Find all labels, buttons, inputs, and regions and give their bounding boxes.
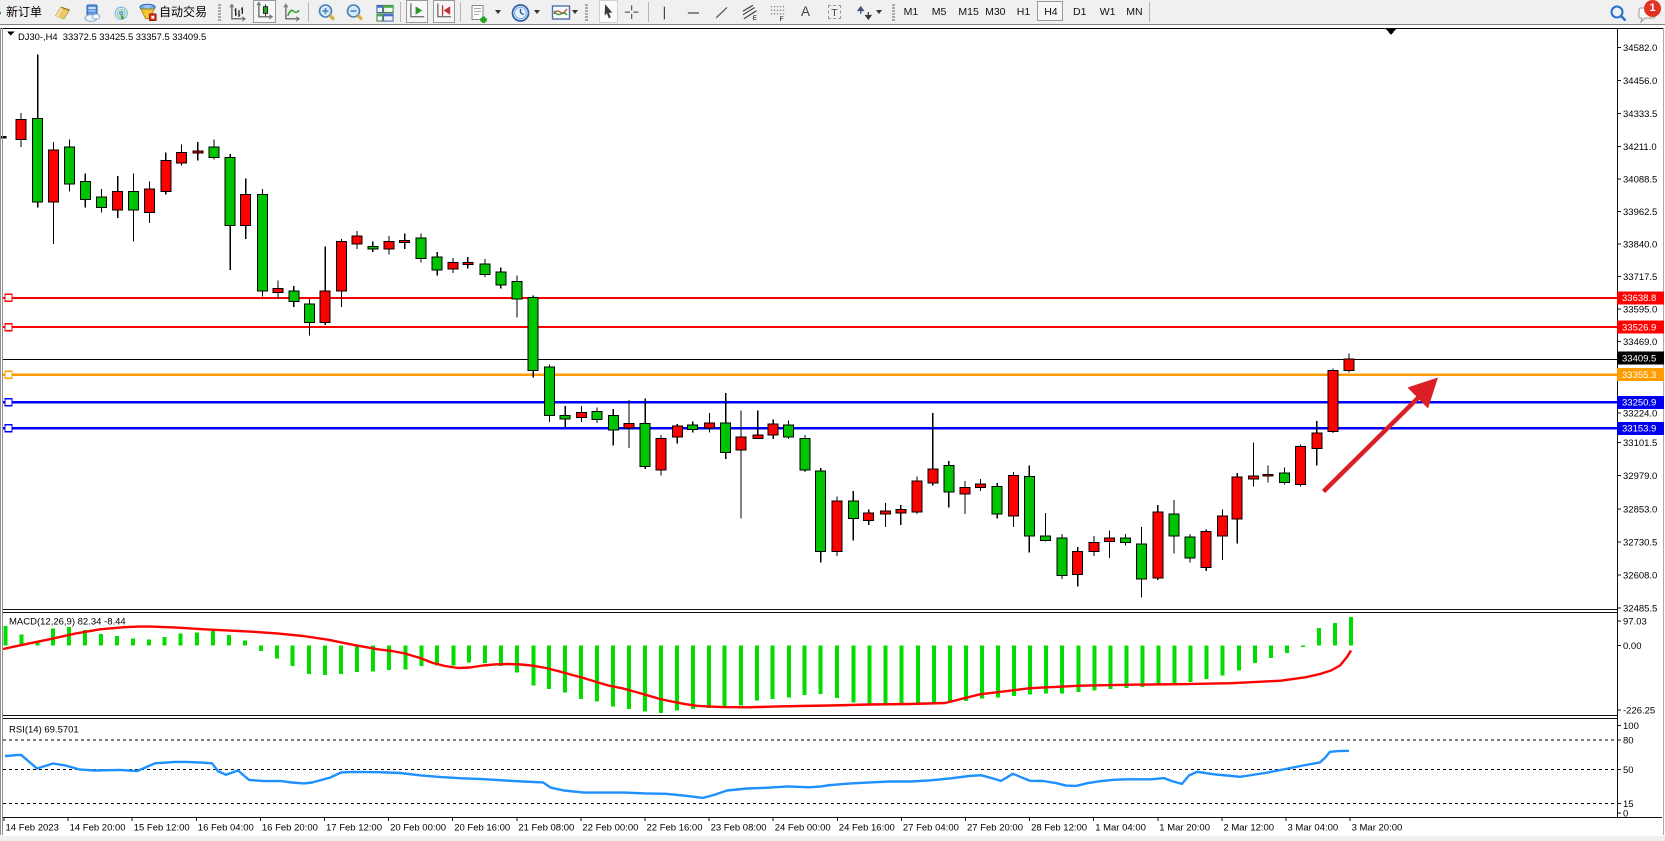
svg-text:15: 15	[1623, 799, 1634, 810]
svg-text:3 Mar 20:00: 3 Mar 20:00	[1352, 823, 1403, 834]
svg-text:34211.0: 34211.0	[1623, 142, 1657, 153]
svg-text:100: 100	[1623, 721, 1639, 732]
svg-text:33717.5: 33717.5	[1623, 272, 1657, 283]
svg-text:22 Feb 16:00: 22 Feb 16:00	[647, 823, 703, 834]
svg-text:34456.0: 34456.0	[1623, 76, 1657, 87]
svg-text:27 Feb 20:00: 27 Feb 20:00	[967, 823, 1023, 834]
svg-text:3 Mar 04:00: 3 Mar 04:00	[1288, 823, 1339, 834]
svg-text:97.03: 97.03	[1623, 616, 1647, 627]
svg-text:1 Mar 04:00: 1 Mar 04:00	[1095, 823, 1146, 834]
svg-text:20 Feb 00:00: 20 Feb 00:00	[390, 823, 446, 834]
svg-text:-226.25: -226.25	[1623, 705, 1655, 716]
svg-text:17 Feb 12:00: 17 Feb 12:00	[326, 823, 382, 834]
svg-text:32608.0: 32608.0	[1623, 570, 1657, 581]
svg-text:27 Feb 04:00: 27 Feb 04:00	[903, 823, 959, 834]
svg-text:22 Feb 00:00: 22 Feb 00:00	[582, 823, 638, 834]
svg-text:24 Feb 16:00: 24 Feb 16:00	[839, 823, 895, 834]
svg-text:32485.5: 32485.5	[1623, 603, 1657, 614]
svg-text:33469.0: 33469.0	[1623, 337, 1657, 348]
svg-text:33355.3: 33355.3	[1622, 370, 1656, 381]
svg-text:DJ30-,H4 33372.5 33425.5 3335: DJ30-,H4 33372.5 33425.5 33357.5 33409.5	[18, 31, 206, 42]
svg-text:15 Feb 12:00: 15 Feb 12:00	[134, 823, 190, 834]
svg-text:50: 50	[1623, 765, 1634, 776]
svg-text:20 Feb 16:00: 20 Feb 16:00	[454, 823, 510, 834]
svg-text:0.00: 0.00	[1623, 641, 1642, 652]
svg-text:F: F	[779, 16, 783, 23]
svg-text:34582.0: 34582.0	[1623, 43, 1657, 54]
svg-text:28 Feb 12:00: 28 Feb 12:00	[1031, 823, 1087, 834]
svg-text:33409.5: 33409.5	[1622, 353, 1656, 364]
svg-text:33224.0: 33224.0	[1623, 408, 1657, 419]
svg-text:34088.5: 34088.5	[1623, 174, 1657, 185]
svg-text:33638.8: 33638.8	[1622, 293, 1656, 304]
svg-text:21 Feb 08:00: 21 Feb 08:00	[518, 823, 574, 834]
svg-text:0: 0	[1623, 808, 1628, 819]
svg-text:33595.0: 33595.0	[1623, 304, 1657, 315]
svg-text:23 Feb 08:00: 23 Feb 08:00	[711, 823, 767, 834]
svg-text:80: 80	[1623, 735, 1634, 746]
svg-text:32979.0: 32979.0	[1623, 471, 1657, 482]
svg-text:32853.0: 32853.0	[1623, 504, 1657, 515]
svg-text:33962.5: 33962.5	[1623, 207, 1657, 218]
svg-text:2 Mar 12:00: 2 Mar 12:00	[1223, 823, 1274, 834]
svg-text:24 Feb 00:00: 24 Feb 00:00	[775, 823, 831, 834]
svg-text:14 Feb 20:00: 14 Feb 20:00	[70, 823, 126, 834]
svg-text:16 Feb 04:00: 16 Feb 04:00	[198, 823, 254, 834]
svg-text:33153.9: 33153.9	[1622, 424, 1656, 435]
svg-text:MACD(12,26,9) 82.34 -8.44: MACD(12,26,9) 82.34 -8.44	[9, 617, 126, 628]
svg-text:1 Mar 20:00: 1 Mar 20:00	[1159, 823, 1210, 834]
svg-text:16 Feb 20:00: 16 Feb 20:00	[262, 823, 318, 834]
svg-text:33101.5: 33101.5	[1623, 438, 1657, 449]
svg-text:34333.5: 34333.5	[1623, 109, 1657, 120]
svg-text:33526.9: 33526.9	[1622, 323, 1656, 334]
svg-text:33840.0: 33840.0	[1623, 239, 1657, 250]
svg-text:14 Feb 2023: 14 Feb 2023	[6, 823, 59, 834]
svg-text:E: E	[753, 15, 757, 22]
svg-text:33250.9: 33250.9	[1622, 398, 1656, 409]
svg-text:RSI(14) 69.5701: RSI(14) 69.5701	[9, 725, 79, 736]
svg-text:32730.5: 32730.5	[1623, 537, 1657, 548]
